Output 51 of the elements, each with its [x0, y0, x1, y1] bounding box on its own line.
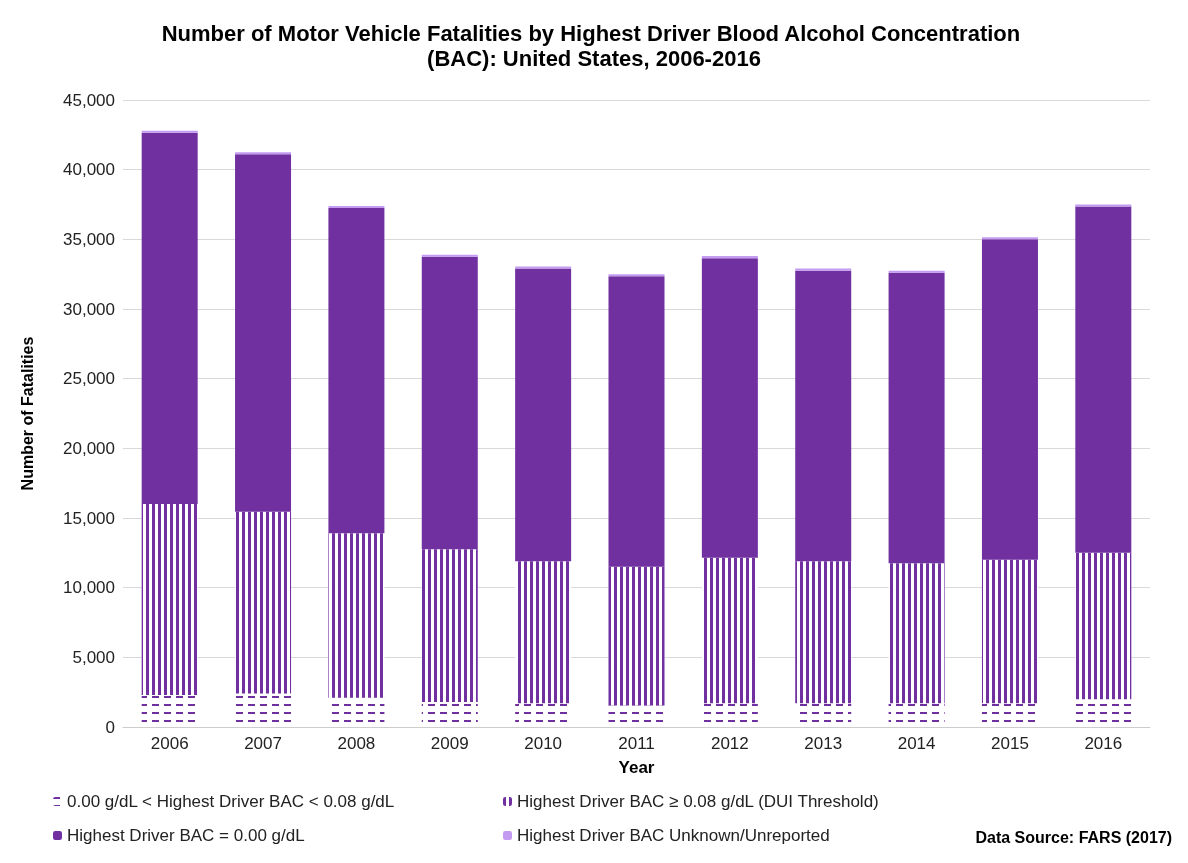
bar: [141, 132, 198, 505]
y-tick-label: 0: [105, 717, 115, 737]
bar: [981, 237, 1038, 240]
legend-label: Highest Driver BAC Unknown/Unreported: [517, 826, 830, 845]
x-tick-label: 2008: [337, 734, 376, 753]
y-tick-label: 25,000: [63, 369, 115, 389]
bar: [421, 254, 478, 257]
bar: [328, 205, 385, 208]
x-tick-label: 2014: [897, 734, 936, 753]
bar: [328, 207, 385, 534]
bar: [421, 256, 478, 550]
bar: [888, 270, 945, 273]
y-tick-label: 40,000: [63, 160, 115, 180]
bar: [141, 130, 198, 133]
y-tick-label: 5,000: [72, 647, 115, 667]
bar: [1075, 204, 1132, 207]
bar: [981, 239, 1038, 560]
bar: [888, 272, 945, 564]
x-tick-label: 2015: [991, 734, 1029, 753]
bar: [515, 268, 572, 562]
y-tick-label: 45,000: [63, 90, 115, 110]
bar: [235, 152, 292, 155]
y-tick-label: 20,000: [63, 438, 115, 458]
bar: [701, 258, 758, 558]
x-tick-label: 2012: [710, 734, 749, 753]
chart-title: Number of Motor Vehicle Fatalities by Highest Driver Blood Alcohol Concentration (BAC): United States, 2006-2016: [161, 21, 1027, 71]
bar: [515, 266, 572, 269]
x-tick-label: 2011: [618, 734, 655, 753]
x-tick-label: 2010: [524, 734, 563, 753]
source-note: Data Source: FARS (2017): [975, 828, 1173, 846]
x-tick-label: 2006: [150, 734, 189, 753]
bar: [608, 274, 665, 277]
y-tick-label: 15,000: [63, 508, 115, 528]
bar: [701, 256, 758, 259]
y-tick-label: 30,000: [63, 299, 115, 319]
bar: [795, 268, 852, 271]
legend-label: Highest Driver BAC = 0.00 g/dL: [67, 826, 305, 845]
y-tick-label: 35,000: [63, 229, 115, 249]
x-tick-label: 2009: [430, 734, 469, 753]
bar: [1075, 206, 1132, 553]
bar: [608, 276, 665, 567]
legend-label: Highest Driver BAC ≥ 0.08 g/dL (DUI Threshold): [517, 792, 879, 811]
legend-label: 0.00 g/dL < Highest Driver BAC < 0.08 g/dL: [67, 792, 395, 811]
x-tick-label: 2013: [804, 734, 843, 753]
x-tick-label: 2007: [244, 734, 282, 753]
x-tick-label: 2016: [1084, 734, 1123, 753]
y-tick-label: 10,000: [63, 578, 115, 598]
y-axis-title: Number of Fatalities: [18, 336, 36, 491]
x-axis-title: Year: [618, 758, 655, 777]
bar: [235, 154, 292, 512]
bar: [795, 270, 852, 562]
